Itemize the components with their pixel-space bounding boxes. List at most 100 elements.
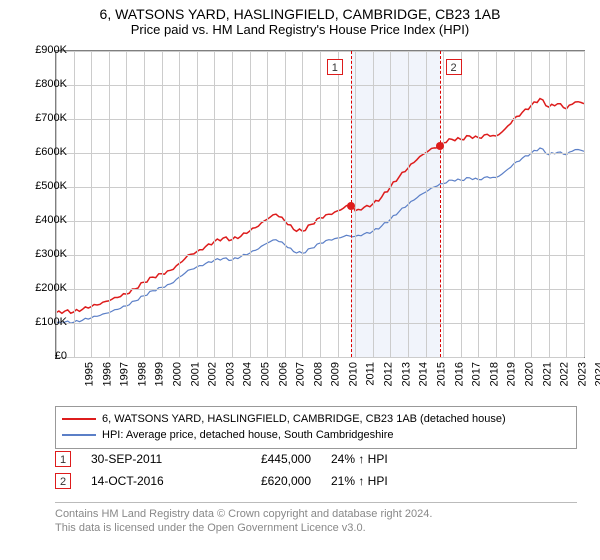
vgrid — [426, 51, 427, 357]
footer-text: Contains HM Land Registry data © Crown c… — [55, 502, 577, 536]
x-axis-label: 2023 — [576, 362, 588, 386]
event-pct-1: 24% ↑ HPI — [331, 452, 451, 466]
y-axis-label: £300K — [35, 248, 67, 260]
vgrid — [514, 51, 515, 357]
legend-label-property: 6, WATSONS YARD, HASLINGFIELD, CAMBRIDGE… — [102, 413, 506, 425]
x-axis-label: 2019 — [506, 362, 518, 386]
x-axis-label: 2018 — [488, 362, 500, 386]
x-axis-label: 2008 — [312, 362, 324, 386]
vgrid — [109, 51, 110, 357]
vgrid — [56, 51, 57, 357]
vgrid — [320, 51, 321, 357]
x-axis-label: 1998 — [136, 362, 148, 386]
x-axis-label: 2016 — [453, 362, 465, 386]
vgrid — [214, 51, 215, 357]
legend-swatch-property — [62, 418, 96, 420]
x-axis-label: 2009 — [330, 362, 342, 386]
footer-line-1: Contains HM Land Registry data © Crown c… — [55, 507, 577, 521]
event-marker-2: 2 — [55, 473, 71, 489]
vgrid — [302, 51, 303, 357]
x-axis-label: 2022 — [559, 362, 571, 386]
y-axis-label: £200K — [35, 282, 67, 294]
vgrid — [232, 51, 233, 357]
event-marker: 1 — [327, 59, 343, 75]
x-axis-label: 2024 — [594, 362, 600, 386]
vgrid — [179, 51, 180, 357]
event-pct-2: 21% ↑ HPI — [331, 474, 451, 488]
x-axis-label: 2006 — [277, 362, 289, 386]
event-dot — [347, 202, 355, 210]
vgrid — [144, 51, 145, 357]
x-axis-label: 2003 — [224, 362, 236, 386]
chart-title-area: 6, WATSONS YARD, HASLINGFIELD, CAMBRIDGE… — [0, 0, 600, 37]
legend-row-property: 6, WATSONS YARD, HASLINGFIELD, CAMBRIDGE… — [62, 411, 570, 427]
y-axis-label: £600K — [35, 146, 67, 158]
x-axis-label: 2013 — [400, 362, 412, 386]
x-axis-label: 2017 — [471, 362, 483, 386]
vgrid — [197, 51, 198, 357]
vgrid — [91, 51, 92, 357]
event-line — [440, 51, 441, 357]
y-axis-label: £400K — [35, 214, 67, 226]
footer-line-2: This data is licensed under the Open Gov… — [55, 521, 577, 535]
vgrid — [408, 51, 409, 357]
vgrid — [390, 51, 391, 357]
event-row-2: 2 14-OCT-2016 £620,000 21% ↑ HPI — [55, 470, 577, 492]
vgrid — [373, 51, 374, 357]
event-row-1: 1 30-SEP-2011 £445,000 24% ↑ HPI — [55, 448, 577, 470]
event-dot — [436, 142, 444, 150]
vgrid — [250, 51, 251, 357]
y-axis-label: £800K — [35, 78, 67, 90]
y-axis-label: £100K — [35, 316, 67, 328]
x-axis-label: 2021 — [541, 362, 553, 386]
legend-label-hpi: HPI: Average price, detached house, Sout… — [102, 429, 393, 441]
chart-title: 6, WATSONS YARD, HASLINGFIELD, CAMBRIDGE… — [0, 6, 600, 22]
x-axis-label: 2015 — [435, 362, 447, 386]
x-axis-label: 1999 — [154, 362, 166, 386]
x-axis-label: 2020 — [523, 362, 535, 386]
event-price-1: £445,000 — [211, 452, 331, 466]
vgrid — [461, 51, 462, 357]
vgrid — [162, 51, 163, 357]
vgrid — [126, 51, 127, 357]
vgrid — [584, 51, 585, 357]
x-axis-label: 2002 — [207, 362, 219, 386]
y-axis-label: £900K — [35, 44, 67, 56]
vgrid — [496, 51, 497, 357]
vgrid — [338, 51, 339, 357]
x-axis-label: 2010 — [347, 362, 359, 386]
vgrid — [285, 51, 286, 357]
x-axis-label: 2014 — [418, 362, 430, 386]
legend-swatch-hpi — [62, 434, 96, 436]
x-axis-label: 1997 — [119, 362, 131, 386]
vgrid — [267, 51, 268, 357]
vgrid — [74, 51, 75, 357]
vgrid — [443, 51, 444, 357]
vgrid — [355, 51, 356, 357]
legend-row-hpi: HPI: Average price, detached house, Sout… — [62, 427, 570, 443]
x-axis-label: 1995 — [83, 362, 95, 386]
y-axis-label: £0 — [55, 350, 67, 362]
y-axis-label: £500K — [35, 180, 67, 192]
vgrid — [478, 51, 479, 357]
x-axis-label: 1996 — [101, 362, 113, 386]
x-axis-label: 2005 — [259, 362, 271, 386]
event-marker-1: 1 — [55, 451, 71, 467]
event-date-2: 14-OCT-2016 — [91, 474, 211, 488]
vgrid — [549, 51, 550, 357]
x-axis-label: 2004 — [242, 362, 254, 386]
x-axis-label: 2007 — [295, 362, 307, 386]
event-price-2: £620,000 — [211, 474, 331, 488]
chart-plot-area: 12 — [55, 50, 585, 358]
y-axis-label: £700K — [35, 112, 67, 124]
x-axis-label: 2001 — [189, 362, 201, 386]
vgrid — [566, 51, 567, 357]
event-marker: 2 — [446, 59, 462, 75]
hgrid — [56, 357, 584, 358]
chart-subtitle: Price paid vs. HM Land Registry's House … — [0, 22, 600, 37]
legend: 6, WATSONS YARD, HASLINGFIELD, CAMBRIDGE… — [55, 406, 577, 449]
x-axis-label: 2011 — [364, 362, 376, 386]
vgrid — [531, 51, 532, 357]
x-axis-label: 2012 — [383, 362, 395, 386]
event-date-1: 30-SEP-2011 — [91, 452, 211, 466]
